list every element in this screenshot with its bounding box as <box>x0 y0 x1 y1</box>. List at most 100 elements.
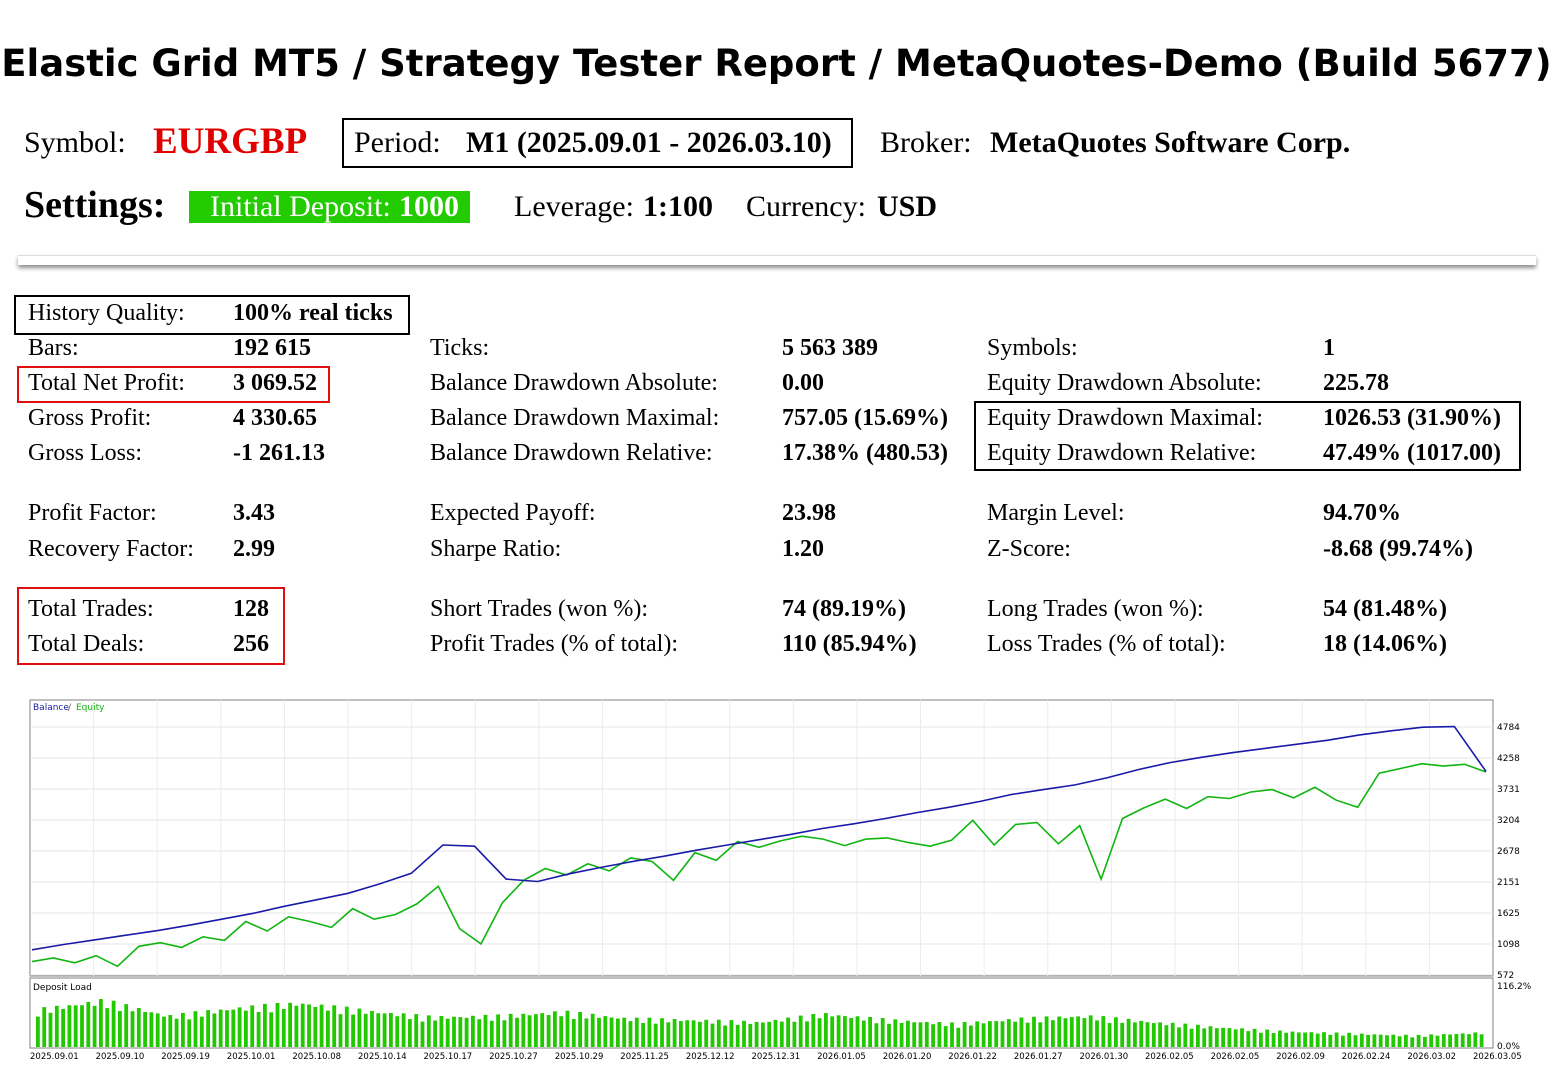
deposit-load-bar <box>1095 1020 1099 1047</box>
deposit-label: Initial Deposit: <box>210 190 391 223</box>
deposit-load-bar <box>1000 1021 1005 1047</box>
stat-value: 1.20 <box>782 536 824 562</box>
x-tick-label: 2026.02.09 <box>1276 1052 1325 1062</box>
deposit-load-bar <box>1038 1022 1043 1047</box>
deposit-load-bar <box>376 1013 381 1047</box>
stat-value: 5 563 389 <box>782 335 878 361</box>
deposit-load-bar <box>748 1023 753 1047</box>
stat-label: Equity Drawdown Maximal: <box>987 405 1263 431</box>
stat-label: Gross Profit: <box>28 405 152 431</box>
deposit-load-bar <box>1479 1034 1484 1047</box>
deposit-load-bar <box>1259 1032 1263 1047</box>
deposit-load-bar <box>1366 1034 1370 1047</box>
deposit-load-bar <box>521 1013 526 1047</box>
deposit-load-bar <box>155 1013 160 1047</box>
stat-label: Symbols: <box>987 335 1078 361</box>
stat-value: 128 <box>233 596 269 622</box>
stat-value: 2.99 <box>233 536 275 562</box>
deposit-load-bar <box>420 1021 425 1047</box>
deposit-load-bar <box>691 1020 696 1047</box>
deposit-load-bar <box>218 1009 223 1047</box>
x-tick-labels: 2025.09.01 2025.09.10 2025.09.19 2025.10.01… <box>30 1052 1522 1062</box>
broker-value: MetaQuotes Software Corp. <box>990 126 1351 159</box>
deposit-load-bar <box>735 1024 740 1047</box>
deposit-load-bar <box>1246 1031 1251 1047</box>
x-tick-label: 2025.10.29 <box>555 1052 604 1062</box>
stat-label: Loss Trades (% of total): <box>987 631 1226 657</box>
deposit-load-bar <box>685 1020 690 1047</box>
stat-label: Recovery Factor: <box>28 536 194 562</box>
stat-label: Total Deals: <box>28 631 145 657</box>
deposit-load-bar <box>716 1019 721 1047</box>
chart-svg: 4784 4258 3731 3204 2678 2151 1625 1098 572 Bala… <box>29 699 1532 1062</box>
deposit-load-bar <box>824 1013 828 1047</box>
deposit-load-bar <box>578 1012 582 1047</box>
deposit-load-bar <box>906 1020 910 1047</box>
deposit-load-bar <box>792 1021 797 1047</box>
legend-separator: / <box>68 703 72 713</box>
deposit-load-bar <box>1341 1035 1345 1047</box>
deposit-load-bar <box>761 1022 765 1047</box>
stat-value: 54 (81.48%) <box>1323 596 1447 622</box>
deposit-load-bar <box>515 1017 519 1047</box>
deposit-load-bar <box>937 1022 942 1047</box>
x-tick-label: 2026.02.05 <box>1211 1052 1260 1062</box>
deposit-load-bar <box>584 1018 589 1047</box>
y-tick-label: 3204 <box>1497 816 1520 826</box>
deposit-load-bar <box>67 1005 72 1047</box>
currency-label: Currency: <box>746 190 866 223</box>
x-tick-label: 2026.01.22 <box>948 1052 997 1062</box>
trades-highlight <box>17 587 285 665</box>
deposit-load-bar <box>634 1017 639 1047</box>
x-tick-label: 2025.10.08 <box>292 1052 341 1062</box>
deposit-load-bar <box>294 1005 299 1047</box>
deposit-load-bar <box>962 1022 967 1047</box>
legend-equity: Equity <box>76 703 105 713</box>
deposit-load-bar <box>193 1011 198 1047</box>
deposit-load-bar <box>1271 1033 1276 1047</box>
deposit-load-bar <box>1006 1019 1011 1047</box>
deposit-load-bar <box>704 1019 709 1047</box>
deposit-load-bar <box>622 1017 627 1047</box>
x-tick-label: 2026.01.20 <box>883 1052 932 1062</box>
broker-label: Broker: <box>880 126 972 159</box>
deposit-load-bar <box>1328 1034 1333 1047</box>
deposit-load-bar <box>1120 1022 1125 1047</box>
deposit-load-bar <box>199 1016 204 1047</box>
divider <box>18 255 1536 265</box>
deposit-load-bar <box>723 1025 727 1047</box>
stat-label: Equity Drawdown Relative: <box>987 440 1257 466</box>
deposit-load-bar <box>42 1007 47 1047</box>
deposit-load-bar <box>742 1020 746 1047</box>
leverage-value: 1:100 <box>643 190 713 223</box>
x-tick-label: 2025.09.19 <box>161 1052 210 1062</box>
deposit-load-bar <box>1347 1032 1352 1047</box>
legend-balance: Balance <box>33 703 69 713</box>
deposit-load-bar <box>1101 1016 1106 1047</box>
deposit-load-bar <box>666 1022 671 1047</box>
deposit-load-bar <box>887 1023 891 1047</box>
stat-label: Profit Trades (% of total): <box>430 631 678 657</box>
deposit-load-bar <box>332 1005 337 1047</box>
deposit-load-bar <box>880 1018 885 1047</box>
deposit-load-bar <box>779 1021 784 1047</box>
deposit-load-bar <box>786 1017 790 1047</box>
deposit-load-bar <box>994 1021 999 1047</box>
stat-value: 94.70% <box>1323 500 1401 526</box>
deposit-load-bar <box>1189 1028 1194 1047</box>
y-tick-label: 2151 <box>1497 878 1520 888</box>
deposit-load-bar <box>729 1020 734 1047</box>
deposit-load-bar <box>414 1014 419 1047</box>
stat-value: 256 <box>233 631 269 657</box>
history-quality-label: History Quality: <box>28 300 185 326</box>
deposit-load-bar <box>237 1007 242 1047</box>
y-tick-label: 3731 <box>1497 785 1520 795</box>
deposit-load-bar <box>641 1023 645 1047</box>
stat-label: Balance Drawdown Relative: <box>430 440 713 466</box>
deposit-load-bar <box>1353 1035 1358 1047</box>
x-tick-label: 2025.10.14 <box>358 1052 407 1062</box>
deposit-load-bar <box>1385 1035 1389 1047</box>
x-tick-label: 2026.01.05 <box>817 1052 866 1062</box>
deposit-load-bar <box>344 1006 349 1047</box>
deposit-load-bar <box>1227 1028 1232 1047</box>
